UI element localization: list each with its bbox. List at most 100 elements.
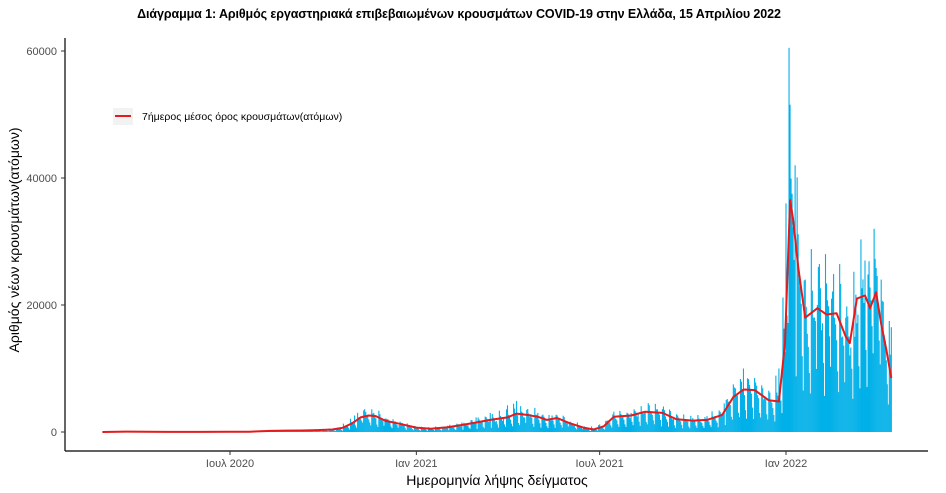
- daily-case-bar: [495, 421, 497, 432]
- daily-case-bar: [606, 420, 608, 432]
- daily-case-bar: [509, 419, 512, 432]
- daily-case-bar: [473, 423, 475, 432]
- daily-case-bar: [667, 426, 670, 432]
- daily-case-bar: [438, 427, 440, 432]
- daily-case-bar: [849, 355, 851, 432]
- daily-case-bar: [807, 346, 809, 432]
- daily-case-bar: [821, 323, 824, 432]
- daily-case-bar: [446, 427, 448, 432]
- daily-case-bar: [375, 418, 377, 432]
- daily-case-bar: [324, 429, 326, 432]
- daily-case-bar: [638, 421, 640, 432]
- daily-case-bar: [848, 336, 850, 432]
- daily-case-bar: [715, 420, 717, 432]
- daily-case-bar: [873, 228, 875, 432]
- daily-case-bar: [643, 412, 645, 432]
- daily-case-bar: [430, 429, 433, 432]
- y-tick-label: 60000: [26, 46, 57, 58]
- daily-case-bar: [826, 300, 829, 432]
- daily-case-bar: [641, 411, 643, 432]
- daily-case-bar: [441, 430, 443, 432]
- daily-case-bar: [350, 422, 353, 432]
- daily-case-bar: [491, 414, 493, 432]
- daily-case-bar: [781, 413, 783, 432]
- daily-case-bar: [655, 409, 657, 432]
- daily-case-bar: [837, 371, 839, 432]
- daily-case-bar: [425, 430, 428, 432]
- daily-case-bar: [677, 415, 679, 432]
- daily-case-bar: [364, 409, 366, 432]
- daily-case-bar: [506, 405, 509, 432]
- daily-case-bar: [855, 294, 857, 432]
- daily-case-bar: [404, 428, 406, 432]
- daily-case-bar: [587, 428, 590, 432]
- daily-case-bar: [503, 424, 506, 432]
- daily-case-bar: [327, 431, 329, 432]
- daily-case-bar: [318, 430, 320, 432]
- daily-case-bar: [761, 385, 763, 432]
- daily-case-bar: [580, 427, 582, 432]
- daily-case-bar: [801, 356, 803, 432]
- daily-case-bar: [393, 422, 395, 432]
- daily-case-bar: [532, 423, 534, 432]
- daily-case-bar: [593, 429, 595, 432]
- daily-case-bar: [440, 429, 442, 432]
- daily-case-bar: [548, 414, 550, 432]
- daily-case-bar: [708, 421, 710, 432]
- daily-case-bar: [513, 403, 515, 432]
- daily-case-bar: [640, 406, 642, 432]
- daily-case-bar: [575, 429, 577, 432]
- daily-case-bar: [819, 288, 821, 432]
- daily-case-bar: [332, 429, 334, 432]
- daily-case-bar: [702, 426, 704, 432]
- daily-case-bar: [776, 392, 778, 432]
- daily-case-bar: [669, 411, 672, 432]
- daily-case-bar: [774, 421, 776, 432]
- daily-case-bar: [757, 395, 759, 432]
- daily-case-bar: [385, 418, 387, 432]
- daily-case-bar: [583, 426, 586, 432]
- daily-case-bar: [631, 421, 633, 432]
- daily-case-bar: [453, 427, 455, 432]
- daily-case-bar: [291, 431, 293, 432]
- daily-case-bar: [611, 427, 613, 432]
- daily-case-bar: [730, 416, 732, 432]
- daily-case-bar: [722, 414, 724, 432]
- daily-case-bar: [603, 428, 605, 432]
- daily-case-bar: [653, 424, 655, 432]
- daily-case-bar: [607, 420, 609, 432]
- daily-case-bar: [652, 420, 654, 432]
- daily-case-bar: [752, 407, 754, 432]
- daily-case-bar: [519, 425, 521, 432]
- daily-case-bar: [552, 420, 554, 432]
- daily-case-bar: [391, 428, 393, 432]
- daily-case-bar: [700, 422, 702, 432]
- daily-case-bar: [883, 335, 885, 432]
- daily-case-bar: [579, 426, 581, 432]
- daily-case-bar: [461, 422, 463, 432]
- daily-case-bar: [374, 416, 376, 432]
- daily-case-bar: [351, 423, 354, 432]
- daily-case-bar: [706, 416, 708, 432]
- daily-case-bar: [502, 419, 504, 432]
- daily-case-bar: [623, 419, 625, 432]
- daily-case-bar: [890, 327, 892, 432]
- daily-case-bar: [481, 421, 483, 432]
- daily-case-bar: [793, 259, 795, 432]
- x-tick-label: Ιουλ 2020: [206, 458, 254, 470]
- daily-case-bar: [673, 418, 675, 432]
- daily-case-bar: [834, 317, 836, 432]
- daily-case-bar: [325, 430, 327, 432]
- daily-case-bar: [823, 395, 826, 432]
- daily-case-bar: [540, 427, 542, 432]
- daily-case-bar: [384, 418, 386, 432]
- daily-case-bar: [567, 426, 569, 432]
- chart-title-text: Διάγραμμα 1: Αριθμός εργαστηριακά επιβεβ…: [137, 7, 781, 21]
- y-axis-title: Αριθμός νέων κρουσμάτων(ατόμων): [6, 128, 22, 353]
- daily-case-bar: [792, 227, 794, 432]
- daily-case-bar: [545, 423, 547, 432]
- daily-case-bar: [822, 362, 825, 432]
- daily-case-bar: [574, 427, 576, 432]
- daily-case-bar: [775, 375, 777, 432]
- daily-case-bar: [514, 408, 516, 432]
